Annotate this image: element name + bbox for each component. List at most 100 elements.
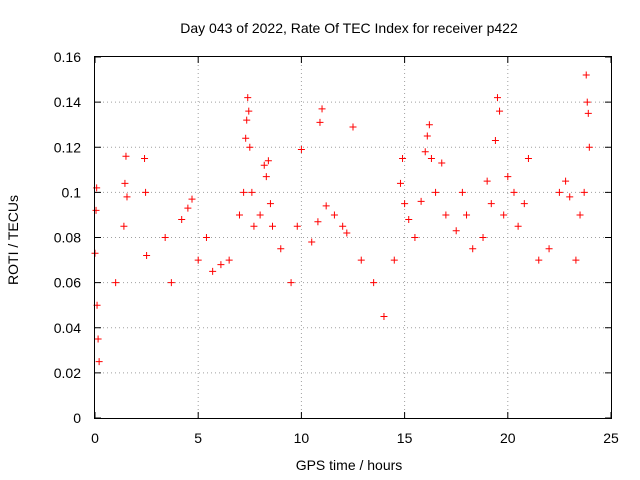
data-point xyxy=(188,195,196,203)
data-point xyxy=(496,107,504,115)
data-point xyxy=(442,211,450,219)
data-point xyxy=(357,256,365,264)
y-tick-label: 0.16 xyxy=(54,49,81,65)
y-tick-labels: 0 0.02 0.04 0.06 0.08 0.1 0.12 0.14 0.16 xyxy=(54,49,81,426)
data-point xyxy=(121,179,129,187)
data-point xyxy=(427,155,435,163)
data-point xyxy=(308,238,316,246)
x-tick-label: 15 xyxy=(397,430,413,446)
data-point xyxy=(483,177,491,185)
data-point xyxy=(322,202,330,210)
data-point xyxy=(562,177,570,185)
data-point xyxy=(514,222,522,230)
x-tick-label: 20 xyxy=(500,430,516,446)
data-point xyxy=(250,222,258,230)
x-tick-labels: 0 5 10 15 20 25 xyxy=(91,430,619,446)
data-point xyxy=(438,159,446,167)
data-point xyxy=(120,222,128,230)
data-point xyxy=(122,152,130,160)
data-point xyxy=(576,211,584,219)
data-point xyxy=(209,267,217,275)
data-point xyxy=(316,118,324,126)
data-point xyxy=(535,256,543,264)
data-point xyxy=(425,121,433,129)
x-tick-label: 5 xyxy=(194,430,202,446)
data-point xyxy=(287,279,295,287)
data-point xyxy=(585,143,593,151)
data-point xyxy=(520,200,528,208)
y-tick-label: 0 xyxy=(73,410,81,426)
grid-lines xyxy=(95,57,611,418)
y-tick-label: 0.14 xyxy=(54,94,81,110)
data-point xyxy=(479,234,487,241)
data-point xyxy=(349,123,357,131)
data-point xyxy=(566,193,574,201)
data-point xyxy=(583,98,591,106)
data-point xyxy=(469,245,477,253)
y-tick-label: 0.08 xyxy=(54,230,81,246)
data-point xyxy=(262,173,270,181)
data-point xyxy=(92,206,100,214)
data-point xyxy=(421,148,429,156)
y-axis-title: ROTI / TECUs xyxy=(5,195,21,285)
data-point xyxy=(458,188,466,196)
data-point xyxy=(95,358,103,366)
data-point xyxy=(314,218,322,226)
data-point xyxy=(178,215,186,223)
x-tick-label: 0 xyxy=(91,430,99,446)
data-point xyxy=(330,211,338,219)
y-tick-label: 0.06 xyxy=(54,275,81,291)
data-point xyxy=(260,161,268,169)
data-point xyxy=(493,94,501,102)
data-point xyxy=(417,197,425,205)
y-tick-label: 0.02 xyxy=(54,365,81,381)
data-point xyxy=(225,256,233,264)
data-point xyxy=(452,227,460,235)
data-point xyxy=(142,188,150,196)
data-point xyxy=(266,200,274,208)
data-point xyxy=(217,261,225,269)
data-point xyxy=(584,109,592,117)
data-point xyxy=(524,155,532,163)
data-point xyxy=(277,245,285,253)
y-tick-label: 0.12 xyxy=(54,139,81,155)
data-point xyxy=(246,143,254,151)
data-point xyxy=(194,256,202,264)
data-point xyxy=(572,256,580,264)
plot-frame xyxy=(94,56,612,419)
data-point xyxy=(343,229,351,237)
data-point xyxy=(370,279,378,287)
data-point xyxy=(491,136,499,144)
data-point xyxy=(167,279,175,287)
y-tick-label: 0.1 xyxy=(62,184,82,200)
x-tick-label: 10 xyxy=(294,430,310,446)
data-point xyxy=(396,179,404,187)
data-point xyxy=(423,132,431,140)
data-point xyxy=(143,252,151,260)
axis-ticks xyxy=(94,56,612,419)
data-point xyxy=(555,188,563,196)
data-point xyxy=(248,188,256,196)
data-point xyxy=(243,116,251,124)
data-point xyxy=(432,188,440,196)
y-tick-label: 0.04 xyxy=(54,320,81,336)
data-point xyxy=(245,107,253,115)
data-point xyxy=(264,157,272,165)
data-point xyxy=(161,234,169,241)
data-point xyxy=(380,312,388,320)
data-points xyxy=(91,71,593,366)
data-point xyxy=(463,211,471,219)
data-point xyxy=(297,146,305,154)
data-point xyxy=(244,94,252,102)
data-point xyxy=(411,234,419,241)
data-point xyxy=(242,134,250,142)
data-point xyxy=(94,335,102,343)
data-point xyxy=(545,245,553,253)
data-point xyxy=(487,200,495,208)
data-point xyxy=(390,256,398,264)
data-point xyxy=(399,155,407,163)
data-point xyxy=(240,188,248,196)
data-point xyxy=(293,222,301,230)
data-point xyxy=(184,204,192,212)
